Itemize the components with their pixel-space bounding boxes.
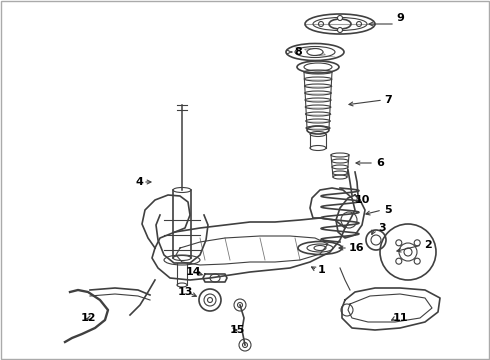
Circle shape xyxy=(243,342,247,347)
Circle shape xyxy=(357,22,362,27)
Circle shape xyxy=(238,302,243,307)
Text: 11: 11 xyxy=(392,313,408,323)
Text: 2: 2 xyxy=(424,240,432,250)
Text: 10: 10 xyxy=(354,195,369,205)
Circle shape xyxy=(396,240,402,246)
Text: 16: 16 xyxy=(348,243,364,253)
Circle shape xyxy=(414,240,420,246)
Text: 5: 5 xyxy=(384,205,392,215)
Circle shape xyxy=(318,22,323,27)
Circle shape xyxy=(338,27,343,32)
Text: 3: 3 xyxy=(378,223,386,233)
Circle shape xyxy=(396,258,402,264)
Circle shape xyxy=(338,15,343,21)
Text: 14: 14 xyxy=(185,267,201,277)
Text: 15: 15 xyxy=(229,325,245,335)
Text: 4: 4 xyxy=(135,177,143,187)
Text: 9: 9 xyxy=(396,13,404,23)
Text: 6: 6 xyxy=(376,158,384,168)
Text: 1: 1 xyxy=(318,265,326,275)
Text: 12: 12 xyxy=(80,313,96,323)
Text: 7: 7 xyxy=(384,95,392,105)
Text: 13: 13 xyxy=(177,287,193,297)
Text: 8: 8 xyxy=(294,47,302,57)
Circle shape xyxy=(414,258,420,264)
